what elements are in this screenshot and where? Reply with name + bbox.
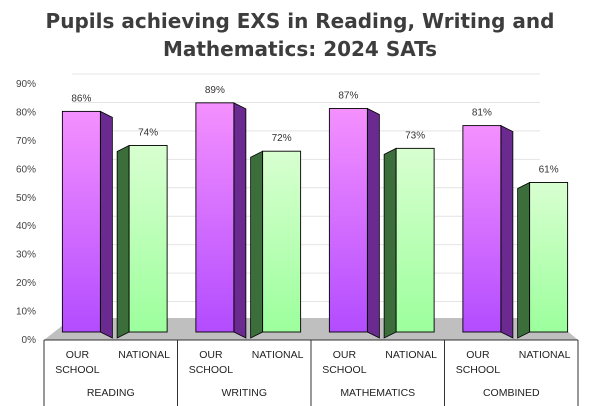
data-label: 89% xyxy=(205,85,225,96)
chart-title-line-1: Pupils achieving EXS in Reading, Writing… xyxy=(46,9,555,33)
chart-floor xyxy=(44,318,578,340)
bar-face xyxy=(395,147,435,333)
x-group-label: COMBINED xyxy=(483,387,540,399)
data-label: 73% xyxy=(405,130,425,141)
y-tick-label: 0% xyxy=(22,335,37,346)
x-category-label: NATIONAL xyxy=(118,349,170,361)
x-category-label: OUR xyxy=(199,349,223,361)
x-category-label: OUR xyxy=(466,349,490,361)
x-category-label: OUR xyxy=(333,349,357,361)
y-tick-label: 40% xyxy=(16,221,36,232)
bar-face xyxy=(328,108,368,333)
data-label: 74% xyxy=(138,128,158,139)
bar-side xyxy=(116,144,130,339)
x-category-label: NATIONAL xyxy=(252,349,304,361)
data-label: 81% xyxy=(472,108,492,119)
x-axis: OUR SCHOOL NATIONAL OUR SCHOOL NATIONAL OUR SCH… xyxy=(43,339,579,406)
y-tick-label: 30% xyxy=(16,250,36,261)
bar: 74% xyxy=(116,128,168,339)
bar: 86% xyxy=(61,93,113,339)
bar: 89% xyxy=(195,85,247,339)
x-category-label: SCHOOL xyxy=(322,364,367,376)
y-tick-label: 70% xyxy=(16,136,36,147)
data-label: 87% xyxy=(338,91,358,102)
x-category-label: NATIONAL xyxy=(385,349,437,361)
y-tick-label: 10% xyxy=(16,307,36,318)
bar: 61% xyxy=(517,164,569,339)
y-tick-label: 50% xyxy=(16,193,36,204)
bar: 72% xyxy=(250,133,302,339)
data-label: 86% xyxy=(71,93,91,104)
bar-face xyxy=(61,110,101,333)
x-group-label: MATHEMATICS xyxy=(340,387,415,399)
bar: 81% xyxy=(462,108,514,339)
data-label: 72% xyxy=(272,133,292,144)
bar-face xyxy=(195,102,235,333)
y-tick-label: 80% xyxy=(16,107,36,118)
floor-plane xyxy=(44,318,578,340)
bar-side xyxy=(517,181,531,339)
bar-side xyxy=(233,102,247,339)
bar-side xyxy=(383,147,397,339)
chart-title-line-2: Mathematics: 2024 SATs xyxy=(163,37,437,61)
x-category-label: SCHOOL xyxy=(55,364,100,376)
y-tick-label: 20% xyxy=(16,278,36,289)
bar-face xyxy=(529,182,569,333)
y-tick-label: 60% xyxy=(16,164,36,175)
data-label: 61% xyxy=(539,164,559,175)
bar-side xyxy=(99,110,113,339)
x-group-label: WRITING xyxy=(222,387,268,399)
bar: 87% xyxy=(328,91,380,339)
bar-face xyxy=(128,145,168,333)
y-tick-label: 90% xyxy=(16,79,36,90)
y-axis: 0% 10% 20% 30% 40% 50% 60% 70% 80% 90% xyxy=(16,79,36,346)
x-group-label: READING xyxy=(87,387,135,399)
bars: 86% 74% 89% 72% 87% 73% 81% 61% xyxy=(61,85,569,339)
bar-face xyxy=(262,150,302,333)
bar-side xyxy=(500,124,514,339)
bar: 73% xyxy=(383,130,435,339)
bar-side xyxy=(366,107,380,339)
bar-face xyxy=(462,125,502,333)
bar-side xyxy=(250,150,264,339)
x-category-label: SCHOOL xyxy=(456,364,501,376)
x-category-label: NATIONAL xyxy=(519,349,571,361)
x-category-label: SCHOOL xyxy=(189,364,234,376)
x-category-label: OUR xyxy=(66,349,90,361)
